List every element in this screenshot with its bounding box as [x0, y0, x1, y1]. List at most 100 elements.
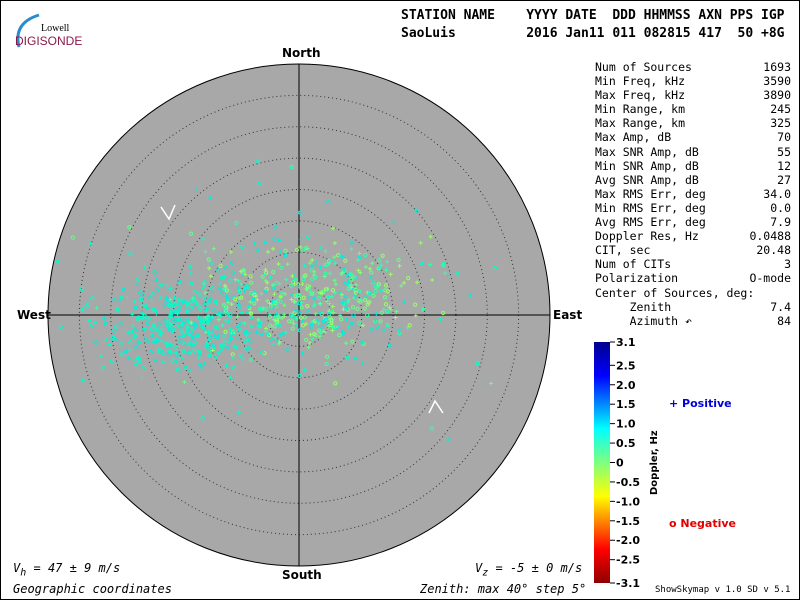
source-negative: [259, 350, 265, 355]
stat-row: Max Range, km 325: [595, 116, 791, 130]
source-negative: [243, 339, 249, 344]
source-positive: [271, 246, 276, 251]
source-positive: [154, 311, 159, 316]
stat-label: Avg RMS Err, deg: [595, 215, 706, 230]
source-negative: [268, 323, 273, 328]
stat-value: 1693: [763, 60, 791, 74]
stat-label: Avg SNR Amp, dB: [595, 172, 699, 187]
source-negative: [337, 332, 342, 338]
source-negative: [112, 328, 117, 333]
source-positive: [259, 291, 264, 296]
source-negative: [160, 350, 165, 355]
source-negative: [387, 343, 393, 348]
source-positive: [391, 219, 396, 224]
source-negative: [385, 309, 390, 314]
source-negative: [274, 280, 279, 286]
source-positive: [206, 345, 211, 350]
source-negative: [174, 353, 179, 358]
source-positive: [114, 337, 119, 342]
stats-panel: Num of Sources 1693 Min Freq, kHz 3590 Max F…: [595, 60, 791, 328]
source-positive: [217, 286, 222, 291]
colorbar-tick-label: -1.5: [616, 515, 640, 528]
colorbar-tick-label: 0: [616, 457, 624, 470]
source-negative: [165, 323, 171, 328]
source-negative: [134, 278, 140, 283]
stat-value: 245: [770, 102, 791, 117]
source-positive: [340, 300, 345, 305]
source-positive: [241, 357, 246, 362]
source-positive: [330, 304, 335, 309]
source-positive: [125, 295, 130, 300]
source-positive: [388, 272, 393, 277]
source-positive: [275, 339, 280, 344]
source-positive: [259, 332, 264, 337]
source-negative: [283, 248, 288, 253]
source-positive: [275, 318, 280, 323]
source-negative: [225, 346, 230, 351]
source-positive: [208, 274, 213, 279]
source-positive: [185, 308, 190, 313]
source-negative: [127, 225, 132, 230]
source-negative: [148, 349, 153, 355]
source-negative: [356, 255, 362, 260]
colorbar-tick-label: 0.5: [616, 437, 636, 450]
source-positive: [300, 351, 305, 356]
source-positive: [318, 290, 323, 295]
source-negative: [243, 285, 248, 290]
source-positive: [344, 341, 349, 346]
source-positive: [131, 323, 136, 328]
source-negative: [156, 322, 162, 327]
source-positive: [80, 307, 85, 312]
source-positive: [229, 302, 234, 307]
source-positive: [294, 316, 299, 321]
source-positive: [236, 278, 241, 283]
source-negative: [181, 333, 186, 338]
vh-readout: Vh = 47 ± 9 m/s: [13, 561, 121, 579]
source-positive: [198, 350, 203, 355]
source-negative: [309, 324, 314, 329]
source-negative: [351, 312, 356, 318]
source-positive: [254, 330, 259, 335]
source-positive: [245, 305, 250, 310]
source-positive: [358, 270, 363, 275]
source-negative: [283, 253, 289, 258]
source-negative: [385, 323, 390, 328]
source-positive: [312, 269, 317, 274]
source-negative: [228, 278, 233, 283]
source-negative: [350, 339, 355, 344]
source-positive: [323, 249, 328, 254]
source-positive: [209, 289, 214, 294]
source-positive: [305, 286, 310, 291]
source-positive: [236, 302, 241, 307]
header: STATION NAME YYYY DATE DDD HHMMSS AXN PP…: [401, 7, 785, 43]
source-positive: [284, 277, 289, 282]
source-negative: [182, 318, 187, 323]
source-positive: [236, 410, 241, 415]
source-positive: [418, 240, 423, 245]
colorbar-tick-label: 1.0: [616, 418, 636, 431]
source-negative: [304, 337, 309, 342]
source-positive: [290, 274, 295, 279]
stat-label: Max Freq, kHz: [595, 88, 686, 103]
source-positive: [343, 294, 348, 299]
source-negative: [324, 262, 330, 267]
source-negative: [248, 280, 254, 285]
source-negative: [151, 307, 156, 312]
source-positive: [253, 293, 258, 298]
source-negative: [340, 331, 346, 336]
source-positive: [165, 283, 170, 288]
source-positive: [291, 321, 296, 326]
source-positive: [371, 279, 376, 284]
source-positive: [203, 290, 208, 295]
stat-label: Min RMS Err, deg: [595, 200, 706, 215]
source-negative: [325, 287, 330, 292]
source-positive: [402, 299, 407, 304]
source-negative: [292, 311, 297, 316]
source-positive: [222, 343, 227, 348]
source-negative: [237, 296, 242, 301]
source-negative: [325, 354, 330, 359]
source-negative: [155, 328, 160, 333]
source-positive: [140, 316, 145, 321]
source-positive: [205, 306, 210, 311]
source-negative: [492, 266, 497, 271]
